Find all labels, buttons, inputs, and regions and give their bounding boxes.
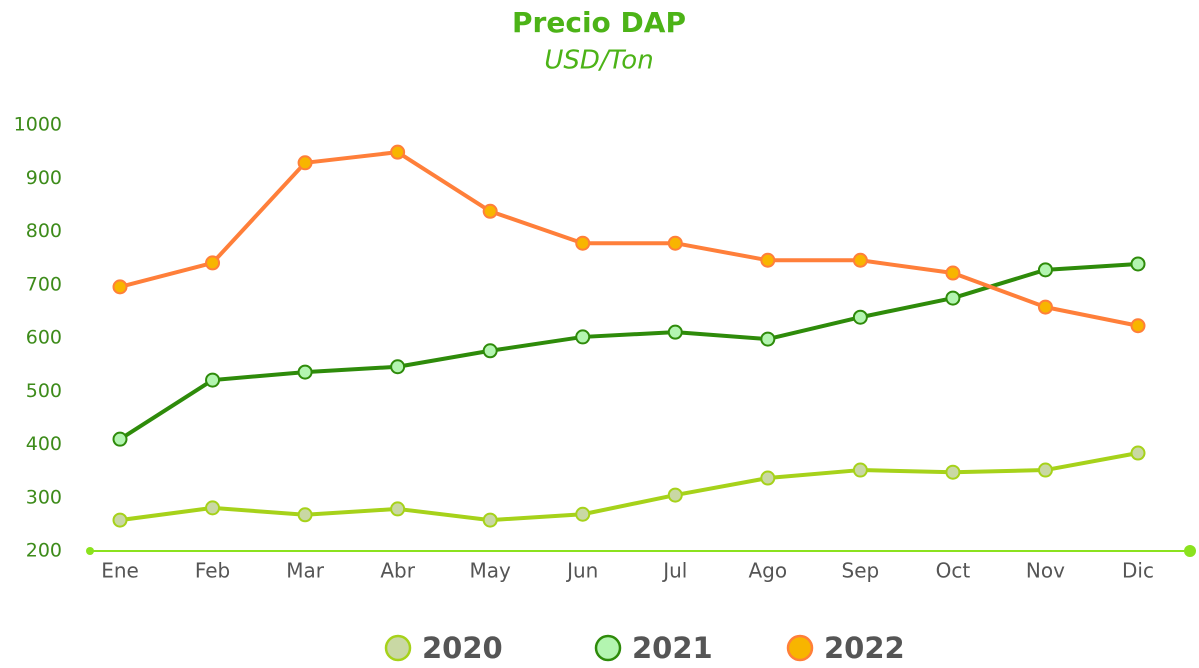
- y-tick-label: 300: [26, 486, 62, 508]
- legend-label: 2022: [824, 631, 905, 665]
- marker: [760, 331, 776, 347]
- marker: [575, 235, 591, 251]
- marker: [760, 252, 776, 268]
- chart-title: Precio DAP: [512, 6, 686, 39]
- marker: [297, 364, 313, 380]
- y-tick-label: 400: [26, 433, 62, 455]
- marker: [575, 329, 591, 345]
- x-tick-label: Jul: [661, 559, 687, 583]
- x-tick-label: Ene: [101, 559, 139, 583]
- x-tick-label: Feb: [195, 559, 230, 583]
- y-tick-label: 600: [26, 327, 62, 349]
- marker: [482, 203, 498, 219]
- x-tick-label: Oct: [936, 559, 971, 583]
- marker: [390, 501, 406, 517]
- x-tick-label: Mar: [286, 559, 325, 583]
- x-tick-label: Sep: [842, 559, 880, 583]
- legend-swatch: [594, 634, 622, 662]
- marker: [852, 252, 868, 268]
- legend-label: 2021: [632, 631, 713, 665]
- marker: [205, 500, 221, 516]
- x-tick-label: Jun: [565, 559, 598, 583]
- marker: [1037, 462, 1053, 478]
- x-tick-label: Abr: [380, 559, 415, 583]
- chart-subtitle: USD/Ton: [544, 46, 653, 76]
- marker: [205, 372, 221, 388]
- marker: [945, 290, 961, 306]
- x-tick-label: Dic: [1122, 559, 1154, 583]
- y-tick-label: 200: [26, 540, 62, 562]
- marker: [1037, 299, 1053, 315]
- marker: [1130, 318, 1146, 334]
- marker: [575, 506, 591, 522]
- axis-end: [86, 547, 94, 555]
- marker: [390, 144, 406, 160]
- marker: [667, 235, 683, 251]
- y-tick-label: 1000: [14, 114, 62, 136]
- y-tick-label: 800: [26, 220, 62, 242]
- marker: [1130, 445, 1146, 461]
- marker: [1130, 256, 1146, 272]
- marker: [482, 512, 498, 528]
- legend-label: 2020: [422, 631, 503, 665]
- marker: [482, 343, 498, 359]
- line: [119, 150, 1139, 328]
- legend-swatch: [786, 634, 814, 662]
- y-tick-label: 900: [26, 167, 62, 189]
- marker: [297, 507, 313, 523]
- marker: [112, 279, 128, 295]
- marker: [112, 512, 128, 528]
- legend-swatch: [384, 634, 412, 662]
- marker: [1037, 262, 1053, 278]
- line: [118, 261, 1139, 441]
- x-tick-label: Nov: [1026, 559, 1065, 583]
- x-tick-label: Ago: [749, 559, 788, 583]
- line: [119, 451, 1139, 523]
- axis-end: [1184, 545, 1196, 557]
- x-tick-label: May: [470, 559, 512, 583]
- marker: [112, 431, 128, 447]
- marker: [667, 324, 683, 340]
- y-tick-label: 500: [26, 380, 62, 402]
- x-axis: [86, 545, 1196, 557]
- marker: [667, 487, 683, 503]
- marker: [852, 309, 868, 325]
- marker: [945, 464, 961, 480]
- marker: [205, 255, 221, 271]
- marker: [297, 155, 313, 171]
- marker: [945, 265, 961, 281]
- marker: [760, 470, 776, 486]
- marker: [390, 359, 406, 375]
- y-tick-label: 700: [26, 273, 62, 295]
- marker: [852, 462, 868, 478]
